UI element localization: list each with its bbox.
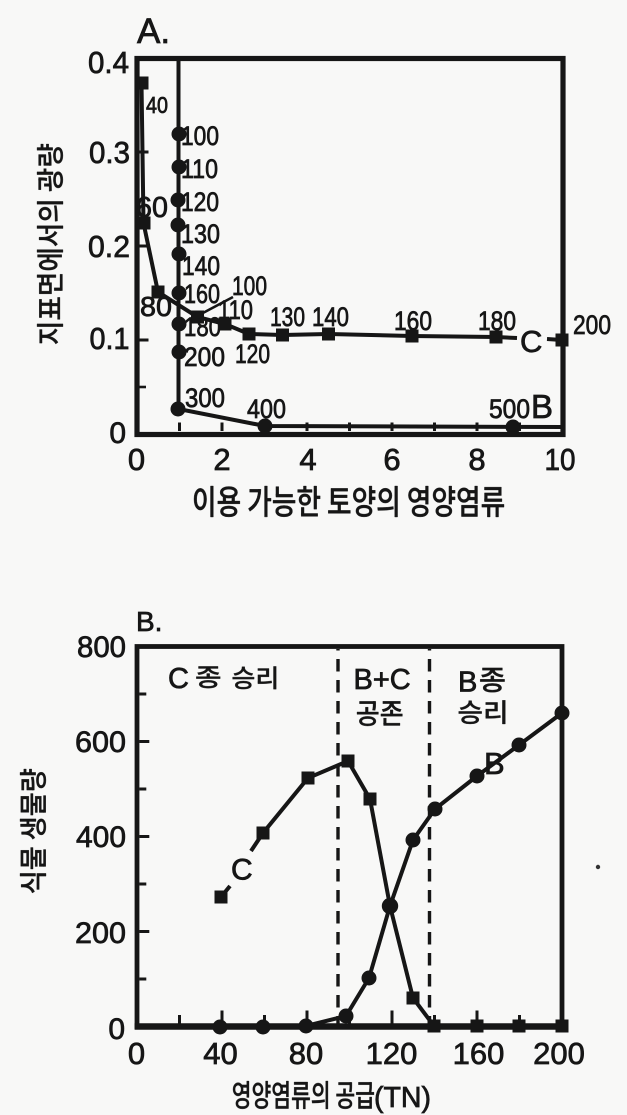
svg-text:200: 200	[573, 310, 611, 340]
svg-text:800: 800	[77, 631, 126, 664]
svg-text:2: 2	[213, 442, 230, 477]
svg-text:A.: A.	[137, 12, 170, 51]
svg-text:500: 500	[489, 394, 530, 424]
svg-text:110: 110	[218, 295, 253, 325]
svg-text:8: 8	[468, 442, 485, 477]
svg-text:300: 300	[185, 383, 225, 413]
svg-text:0.1: 0.1	[90, 321, 130, 356]
svg-text:0.2: 0.2	[88, 229, 130, 264]
svg-text:0.4: 0.4	[88, 45, 129, 80]
svg-text:120: 120	[235, 339, 270, 369]
svg-text:100: 100	[181, 121, 219, 151]
svg-text:200: 200	[184, 342, 225, 372]
svg-text:160: 160	[184, 279, 220, 309]
svg-text:80: 80	[140, 291, 172, 322]
svg-text:B: B	[531, 388, 553, 425]
svg-text:160: 160	[453, 1036, 505, 1071]
svg-text:120: 120	[181, 187, 219, 217]
svg-text:B+C: B+C	[354, 664, 411, 696]
svg-text:110: 110	[181, 154, 218, 184]
svg-text:C: C	[168, 663, 189, 695]
svg-text:0: 0	[109, 417, 126, 450]
svg-text:0: 0	[128, 1036, 145, 1071]
svg-text:140: 140	[182, 251, 220, 281]
svg-text:60: 60	[136, 192, 168, 224]
svg-text:200: 200	[75, 917, 126, 950]
svg-text:40: 40	[146, 92, 168, 118]
svg-text:B: B	[484, 746, 505, 781]
svg-text:0.3: 0.3	[89, 135, 130, 170]
svg-text:C: C	[231, 854, 253, 887]
svg-text:200: 200	[533, 1036, 585, 1071]
svg-text:130: 130	[270, 302, 305, 332]
svg-text:400: 400	[76, 821, 126, 854]
svg-text:0: 0	[128, 442, 145, 477]
svg-text:C: C	[520, 324, 542, 359]
svg-text:(TN): (TN)	[374, 1082, 431, 1114]
svg-text:140: 140	[312, 302, 349, 332]
svg-text:40: 40	[203, 1036, 237, 1071]
svg-text:130: 130	[181, 219, 220, 249]
svg-text:180: 180	[184, 312, 221, 342]
svg-text:180: 180	[478, 306, 516, 336]
svg-text:80: 80	[289, 1036, 323, 1071]
svg-text:160: 160	[394, 306, 432, 336]
svg-text:120: 120	[366, 1036, 418, 1071]
svg-text:10: 10	[545, 442, 576, 477]
svg-text:100: 100	[232, 271, 267, 301]
svg-text:6: 6	[383, 442, 400, 477]
svg-text:B: B	[458, 667, 477, 699]
svg-text:B.: B.	[136, 606, 162, 637]
svg-text:0: 0	[108, 1013, 125, 1046]
svg-text:600: 600	[75, 726, 126, 759]
svg-text:400: 400	[247, 394, 286, 424]
svg-text:4: 4	[299, 442, 316, 477]
